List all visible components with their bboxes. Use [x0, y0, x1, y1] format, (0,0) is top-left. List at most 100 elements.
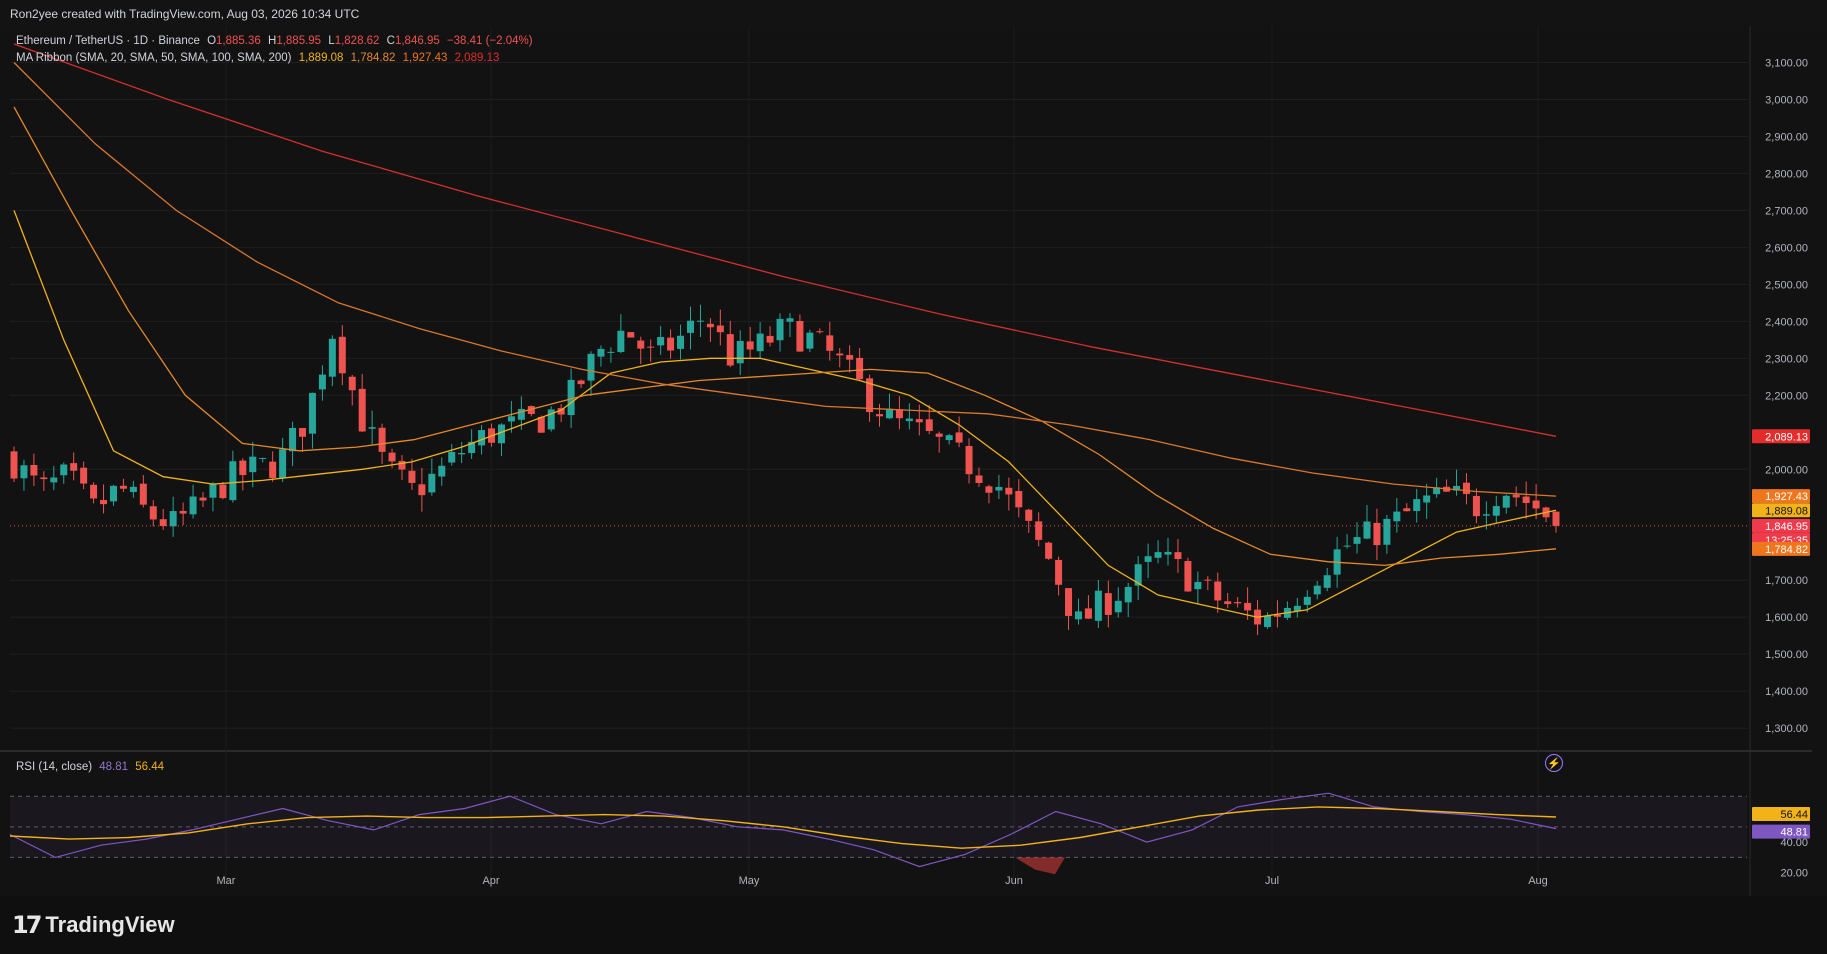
sma100-line	[13, 62, 1557, 497]
attribution-bar: Ron2yee created with TradingView.com, Au…	[0, 0, 1827, 27]
candle-body	[50, 477, 58, 483]
symbol-legend: Ethereum / TetherUS · 1D · Binance O1,88…	[16, 35, 537, 47]
candle-body	[965, 446, 973, 475]
candle-body	[885, 408, 893, 419]
candle-body	[1453, 485, 1461, 491]
candle-body	[1134, 564, 1142, 586]
candle-body	[716, 325, 724, 333]
price-chart-svg[interactable]: 3,100.00 3,000.00 2,900.00 2,800.00 2,700.00…	[0, 26, 1827, 896]
candle-body	[587, 353, 595, 381]
sma50-line	[13, 106, 1557, 567]
candle-body	[806, 332, 814, 349]
candle-body	[657, 336, 665, 346]
sma20-line	[13, 210, 1557, 618]
candle-body	[836, 353, 844, 356]
candle-body	[726, 334, 734, 366]
candle-body	[1184, 561, 1192, 592]
candle-body	[289, 427, 297, 452]
ma200-value: 2,089.13	[454, 52, 500, 64]
ma50-value: 1,784.82	[350, 52, 396, 64]
candle-body	[249, 456, 257, 473]
price-badge-label: 1,784.82	[1765, 544, 1808, 556]
candle-body	[418, 484, 426, 496]
candle-body	[876, 414, 884, 417]
candle-body	[537, 416, 545, 433]
candle-body	[308, 392, 316, 434]
candle-body	[159, 519, 167, 527]
price-tick-label: 1,400.00	[1765, 686, 1808, 698]
candle-body	[1462, 482, 1470, 495]
price-badge-label: 2,089.13	[1765, 431, 1808, 443]
rsi-ma-value: 56.44	[135, 761, 165, 773]
candle-body	[1124, 586, 1132, 603]
candle-body	[647, 346, 655, 348]
time-tick-label: Mar	[217, 875, 236, 887]
candle-body	[378, 427, 386, 452]
high-label: H	[268, 35, 277, 47]
candle-body	[468, 441, 476, 453]
candle-body	[577, 380, 585, 385]
candle-body	[1234, 602, 1242, 604]
rsi-value: 48.81	[99, 761, 129, 773]
close-label: C	[386, 35, 395, 47]
candle-body	[179, 510, 187, 514]
candle-body	[318, 374, 326, 390]
candle-body	[1045, 542, 1053, 559]
candle-body	[169, 511, 177, 527]
candle-body	[139, 483, 147, 505]
candle-body	[328, 338, 336, 377]
candle-body	[746, 341, 754, 350]
candle-body	[547, 409, 555, 430]
candle-body	[1194, 581, 1202, 590]
price-tick-label: 2,500.00	[1765, 279, 1808, 291]
candle-body	[239, 460, 247, 476]
tradingview-logo[interactable]: 17 TradingView	[12, 910, 175, 940]
change-value: −38.41 (−2.04%)	[446, 35, 533, 47]
candle-body	[458, 453, 466, 455]
candle-body	[100, 500, 108, 505]
candle-body	[985, 486, 993, 493]
chart-area[interactable]: 3,100.00 3,000.00 2,900.00 2,800.00 2,700.00…	[0, 26, 1827, 896]
candle-body	[786, 318, 794, 322]
price-tick-label: 2,700.00	[1765, 205, 1808, 217]
candle-body	[1502, 495, 1510, 508]
rsi-label: RSI (14, close)	[16, 761, 93, 773]
candle-body	[1144, 556, 1152, 562]
candle-body	[1363, 521, 1371, 539]
candle-body	[1084, 608, 1092, 619]
candle-body	[1154, 552, 1162, 558]
candle-body	[90, 484, 98, 499]
ma-ribbon-legend: MA Ribbon (SMA, 20, SMA, 50, SMA, 100, S…	[16, 52, 503, 64]
time-tick-label: Jul	[1265, 875, 1279, 887]
candle-body	[1393, 511, 1401, 522]
price-tick-label: 2,200.00	[1765, 390, 1808, 402]
candle-body	[686, 320, 694, 333]
candle-body	[149, 506, 157, 520]
lightning-icon[interactable]: ⚡	[1545, 754, 1563, 772]
price-badge	[1752, 429, 1810, 444]
rsi-tick-label: 20.00	[1780, 868, 1808, 880]
candle-body	[30, 464, 38, 476]
candle-body	[567, 379, 575, 416]
price-tick-label: 3,000.00	[1765, 94, 1808, 106]
candle-body	[1214, 581, 1222, 601]
candle-body	[895, 409, 903, 419]
candle-body	[189, 496, 197, 515]
price-tick-label: 2,400.00	[1765, 316, 1808, 328]
candle-body	[1492, 506, 1500, 516]
candle-body	[1373, 522, 1381, 546]
candle-body	[1433, 487, 1441, 495]
candle-body	[1482, 514, 1490, 516]
candle-body	[229, 461, 237, 501]
candle-body	[1383, 518, 1391, 545]
rsi-ma-line	[9, 806, 1557, 849]
candle-body	[846, 355, 854, 360]
candle-body	[279, 449, 287, 479]
price-tick-label: 1,500.00	[1765, 649, 1808, 661]
candle-body	[915, 419, 923, 423]
price-tick-label: 2,300.00	[1765, 353, 1808, 365]
candle-body	[448, 451, 456, 463]
candle-body	[358, 388, 366, 432]
candle-body	[428, 473, 436, 493]
rsi-badge-label: 56.44	[1780, 809, 1808, 821]
